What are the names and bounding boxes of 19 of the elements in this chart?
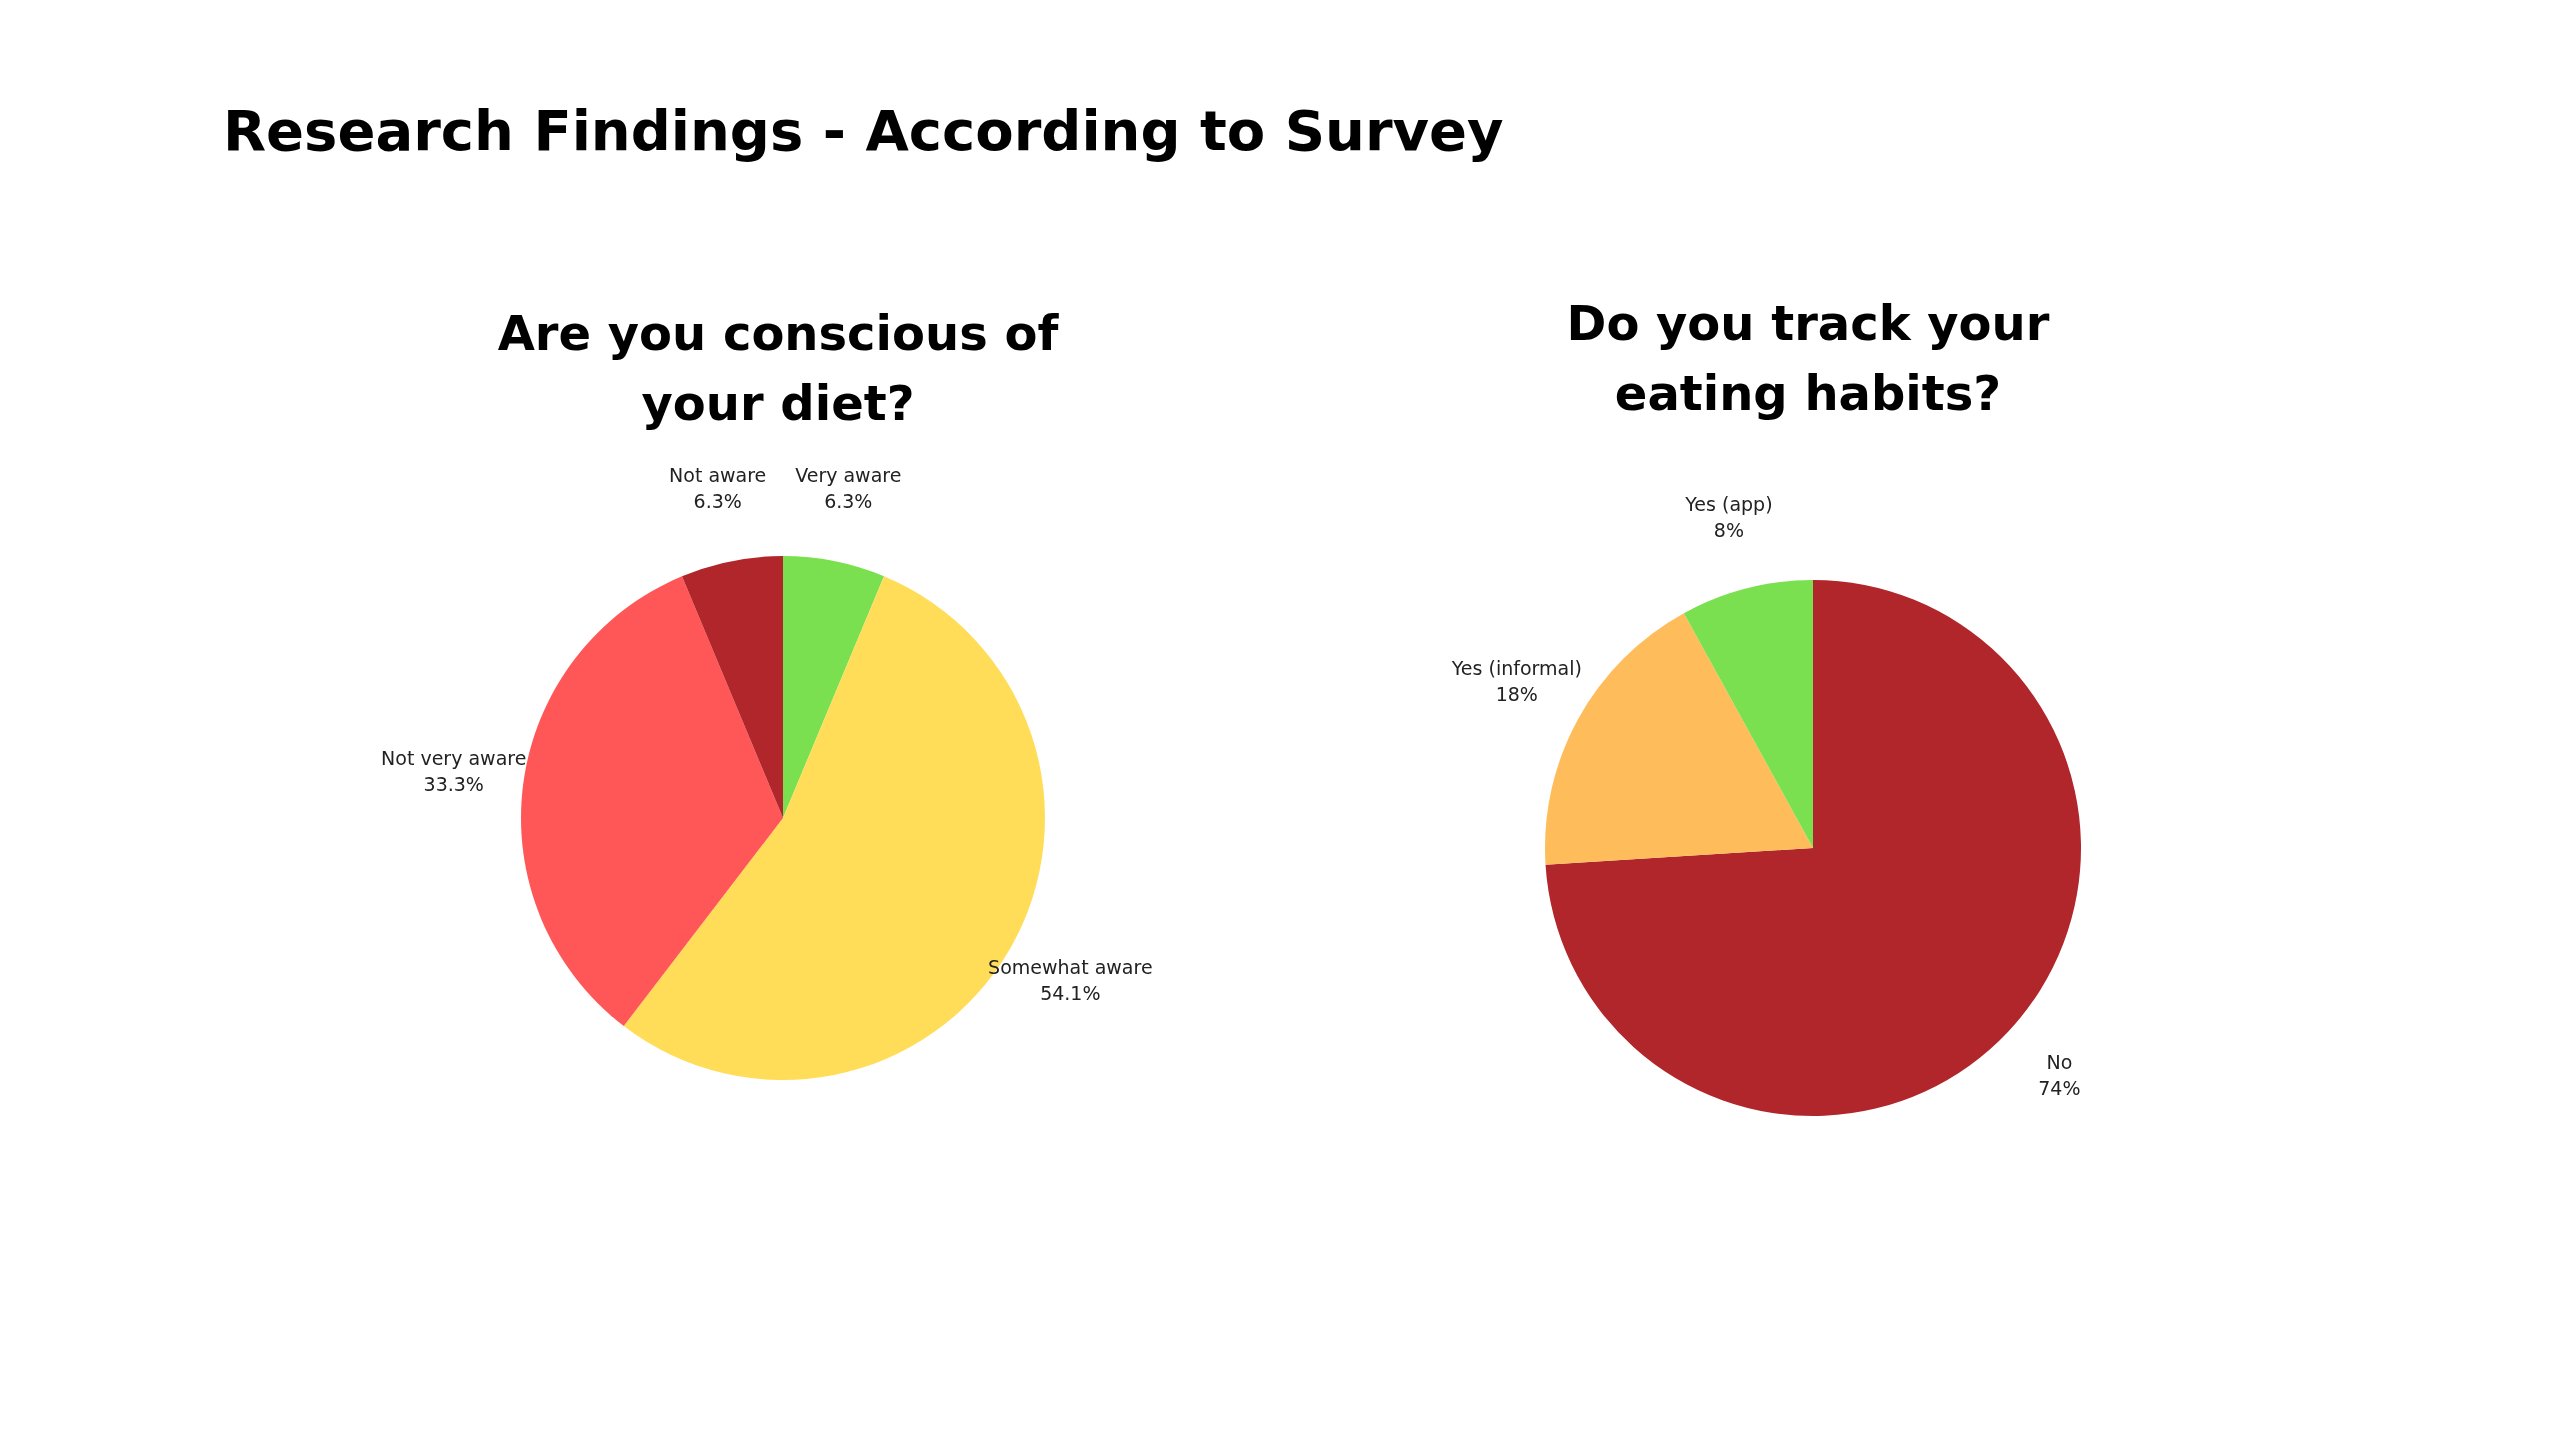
text: Research Findings - According to Survey [223, 98, 1504, 163]
data-label: 6.3% [824, 490, 873, 513]
slice-label: Not aware [669, 464, 767, 487]
data-label: 54.1% [1040, 982, 1101, 1005]
data-label: 6.3% [693, 490, 742, 513]
slice-label: Very aware [795, 464, 902, 487]
data-label: 18% [1495, 683, 1538, 706]
slice-label: Not very aware [381, 747, 527, 770]
data-label: 74% [2038, 1077, 2081, 1100]
chart-title: Do you track your eating habits? [1565, 294, 2051, 423]
pie-slice [783, 556, 885, 818]
pie-slice [681, 556, 783, 818]
pie-slice [1683, 580, 1813, 848]
data-label: 8% [1713, 518, 1745, 541]
chart-title: Are you conscious of your diet? [496, 304, 1060, 433]
slice-label: No [2046, 1051, 2073, 1074]
data-label: 33.3% [423, 773, 484, 796]
slice-label: Yes (app) [1684, 492, 1773, 515]
slice-label: Yes (informal) [1450, 657, 1582, 680]
